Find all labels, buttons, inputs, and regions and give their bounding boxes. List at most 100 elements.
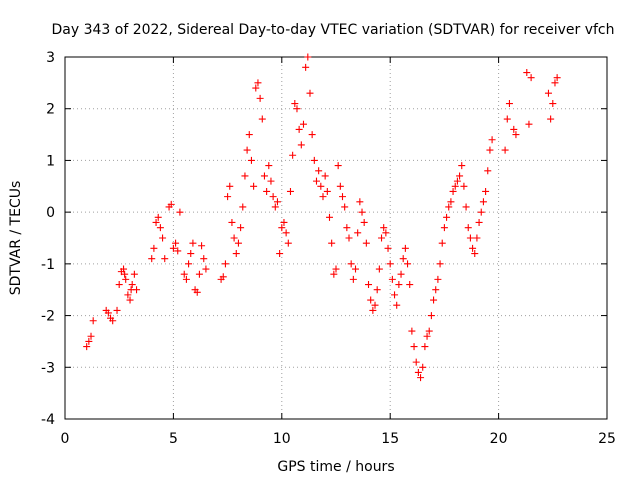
data-point — [180, 270, 188, 278]
data-point — [224, 193, 232, 201]
data-point — [525, 120, 533, 128]
data-point — [226, 182, 234, 190]
data-point — [395, 281, 403, 289]
data-point — [438, 239, 446, 247]
data-point — [304, 53, 312, 61]
data-point — [302, 63, 310, 71]
data-point — [150, 244, 158, 252]
data-point — [109, 317, 117, 325]
data-point — [126, 296, 134, 304]
data-point — [339, 193, 347, 201]
data-point — [237, 224, 245, 232]
gridlines — [64, 56, 608, 420]
data-point — [345, 234, 353, 242]
data-point — [332, 265, 340, 273]
data-point — [347, 260, 355, 268]
data-point — [523, 69, 531, 77]
data-point — [128, 281, 136, 289]
tick-labels: 0 5 10 15 20 25 -4 -3 -2 -1 0 1 2 3 — [41, 50, 616, 447]
data-point — [505, 100, 513, 108]
data-point — [367, 296, 375, 304]
axis-ticks — [64, 56, 608, 420]
data-point — [265, 162, 273, 170]
x-tick-label: 20 — [490, 431, 508, 447]
data-point — [427, 312, 435, 320]
data-point — [315, 167, 323, 175]
data-point — [148, 255, 156, 263]
data-point — [228, 218, 236, 226]
y-tick-label: 0 — [46, 205, 55, 221]
data-point — [399, 255, 407, 263]
data-point — [341, 203, 349, 211]
data-point — [458, 162, 466, 170]
data-point — [239, 203, 247, 211]
data-point — [87, 332, 95, 340]
data-point — [113, 306, 121, 314]
data-point — [185, 260, 193, 268]
data-point — [323, 187, 331, 195]
data-point — [419, 363, 427, 371]
data-point — [247, 156, 255, 164]
data-point — [306, 89, 314, 97]
data-point — [464, 224, 472, 232]
data-point — [479, 198, 487, 206]
data-point — [330, 270, 338, 278]
data-point — [182, 275, 190, 283]
data-point — [510, 125, 518, 133]
data-point — [391, 291, 399, 299]
data-point — [551, 79, 559, 87]
data-point — [343, 224, 351, 232]
data-point — [189, 239, 197, 247]
data-point — [378, 234, 386, 242]
y-tick-label: -3 — [41, 360, 55, 376]
data-point — [161, 255, 169, 263]
data-point — [156, 224, 164, 232]
data-point — [85, 337, 93, 345]
data-point — [256, 94, 264, 102]
data-point — [432, 286, 440, 294]
data-point — [273, 198, 281, 206]
data-point — [289, 151, 297, 159]
data-point — [258, 115, 266, 123]
data-point — [371, 301, 379, 309]
data-point — [267, 177, 275, 185]
data-point — [241, 172, 249, 180]
data-point — [198, 242, 206, 250]
data-point — [121, 270, 129, 278]
data-point — [200, 255, 208, 263]
data-point — [312, 177, 320, 185]
data-point — [547, 115, 555, 123]
data-point — [221, 260, 229, 268]
data-point — [460, 182, 468, 190]
y-tick-label: -1 — [41, 257, 55, 273]
data-point — [466, 234, 474, 242]
data-point — [447, 198, 455, 206]
data-point — [286, 187, 294, 195]
data-point — [445, 203, 453, 211]
data-point — [104, 309, 112, 317]
data-point — [219, 273, 227, 281]
data-point — [544, 89, 552, 97]
data-point — [388, 275, 396, 283]
data-points — [83, 53, 561, 382]
data-point — [386, 260, 394, 268]
data-point — [243, 146, 251, 154]
data-point — [365, 281, 373, 289]
data-point — [83, 343, 91, 351]
data-point — [202, 265, 210, 273]
y-tick-label: 3 — [46, 50, 55, 66]
data-point — [549, 100, 557, 108]
data-point — [334, 162, 342, 170]
data-point — [234, 239, 242, 247]
data-point — [308, 131, 316, 139]
data-point — [278, 224, 286, 232]
data-point — [360, 218, 368, 226]
data-point — [384, 244, 392, 252]
data-point — [484, 167, 492, 175]
data-point — [230, 234, 238, 242]
data-point — [469, 244, 477, 252]
data-point — [260, 172, 268, 180]
data-point — [436, 260, 444, 268]
data-point — [354, 229, 362, 237]
